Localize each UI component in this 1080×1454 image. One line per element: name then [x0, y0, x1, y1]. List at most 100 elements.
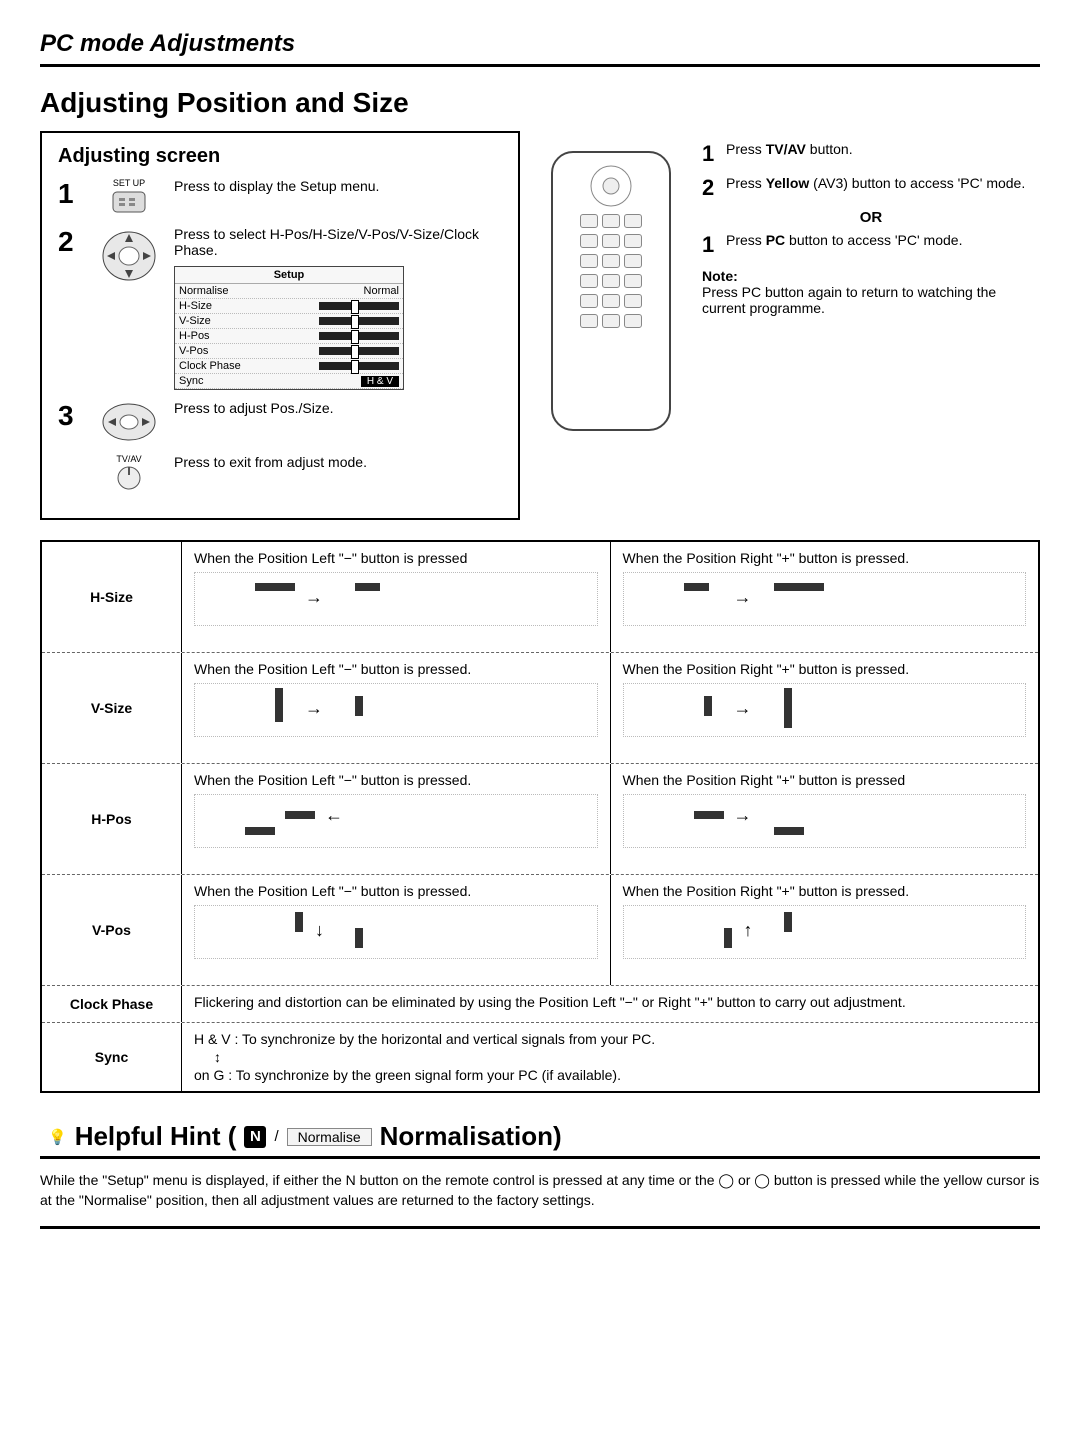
menu-row-vpos: V-Pos: [175, 344, 403, 359]
vpos-right-text: When the Position Right "+" button is pr…: [623, 883, 910, 899]
hpos-left-text: When the Position Left "−" button is pre…: [194, 772, 471, 788]
helpful-hint-bar: 💡 Helpful Hint ( N / Normalise Normalisa…: [40, 1117, 1040, 1159]
label-hpos: H-Pos: [42, 764, 182, 874]
dpad-icon-2: [94, 400, 164, 444]
step-exit-text: Press to exit from adjust mode.: [164, 454, 502, 470]
row-vsize: V-Size When the Position Left "−" button…: [42, 652, 1038, 763]
vpos-left-text: When the Position Left "−" button is pre…: [194, 883, 471, 899]
remote-row: [580, 234, 642, 248]
label-sync: Sync: [42, 1023, 182, 1091]
diagram-hpos-plus: →: [623, 794, 1027, 848]
row-sync: Sync H & V : To synchronize by the horiz…: [42, 1022, 1038, 1091]
or-label: OR: [702, 209, 1040, 226]
diagram-hsize-plus: →: [623, 572, 1027, 626]
menu-label: Sync: [179, 375, 203, 387]
row-vpos: V-Pos When the Position Left "−" button …: [42, 874, 1038, 985]
step-2-number: 2: [58, 226, 94, 258]
right-instructions: 1 Press TV/AV button. 2 Press Yellow (AV…: [702, 131, 1040, 520]
hsize-left: When the Position Left "−" button is pre…: [182, 542, 610, 652]
ri-3-num: 1: [702, 232, 726, 258]
ri-1-text: Press TV/AV button.: [726, 141, 853, 167]
sync-body: H & V : To synchronize by the horizontal…: [182, 1023, 1038, 1091]
step-1-text: Press to display the Setup menu.: [164, 178, 502, 194]
page-header: PC mode Adjustments: [40, 30, 1040, 67]
remote-body: [551, 151, 671, 431]
ri-2-bold: Yellow: [766, 175, 810, 191]
diagram-hpos-minus: ←: [194, 794, 598, 848]
slider-icon: [319, 332, 399, 340]
hpos-left: When the Position Left "−" button is pre…: [182, 764, 610, 874]
note-text: Press PC button again to return to watch…: [702, 284, 1040, 316]
adjustments-table: H-Size When the Position Left "−" button…: [40, 540, 1040, 1093]
diagram-hsize-minus: →: [194, 572, 598, 626]
row-hsize: H-Size When the Position Left "−" button…: [42, 542, 1038, 652]
step-exit: TV/AV Press to exit from adjust mode.: [58, 454, 502, 492]
hint-sub: Normalisation): [380, 1121, 562, 1152]
ri-2-num: 2: [702, 175, 726, 201]
ri-1-pre: Press: [726, 141, 766, 157]
step-2-text: Press to select H-Pos/H-Size/V-Pos/V-Siz…: [164, 226, 502, 390]
step-1-number: 1: [58, 178, 94, 210]
remote-row: [580, 274, 642, 288]
remote-row: [580, 254, 642, 268]
ri-2-post: (AV3) button to access 'PC' mode.: [809, 175, 1025, 191]
menu-label: Normalise: [179, 285, 229, 297]
sync-l2-pre: on G :: [194, 1067, 236, 1083]
vsize-right: When the Position Right "+" button is pr…: [610, 653, 1039, 763]
step-3-text: Press to adjust Pos./Size.: [164, 400, 502, 416]
menu-label: V-Size: [179, 315, 211, 327]
sync-l1: To synchronize by the horizontal and ver…: [242, 1031, 655, 1047]
step-1: 1 SET UP Press to display the Setup menu…: [58, 178, 502, 216]
slider-icon: [319, 347, 399, 355]
menu-value: Normal: [364, 285, 399, 297]
hint-slash: /: [274, 1128, 278, 1145]
tvav-button-icon: TV/AV: [94, 454, 164, 492]
ri-3-text: Press PC button to access 'PC' mode.: [726, 232, 962, 258]
note-label: Note:: [702, 268, 1040, 284]
label-vpos: V-Pos: [42, 875, 182, 985]
ri-3-post: button to access 'PC' mode.: [785, 232, 962, 248]
ri-2-pre: Press: [726, 175, 766, 191]
menu-label: H-Size: [179, 300, 212, 312]
setup-label: SET UP: [113, 178, 145, 188]
setup-menu: Setup Normalise Normal H-Size V-Size: [174, 266, 404, 390]
step-3: 3 Press to adjust Pos./Size.: [58, 400, 502, 444]
clockphase-text: Flickering and distortion can be elimina…: [182, 986, 1038, 1022]
ri-1-bold: TV/AV: [766, 141, 806, 157]
sync-line1: H & V : To synchronize by the horizontal…: [194, 1031, 1026, 1047]
vsize-right-text: When the Position Right "+" button is pr…: [623, 661, 910, 677]
slider-icon: [319, 302, 399, 310]
diagram-vsize-minus: →: [194, 683, 598, 737]
remote-row: [580, 294, 642, 308]
sync-line2: on G : To synchronize by the green signa…: [194, 1067, 1026, 1083]
vsize-left: When the Position Left "−" button is pre…: [182, 653, 610, 763]
hpos-right: When the Position Right "+" button is pr…: [610, 764, 1039, 874]
hpos-right-text: When the Position Right "+" button is pr…: [623, 772, 906, 788]
remote-row: [580, 214, 642, 228]
hint-text: While the "Setup" menu is displayed, if …: [40, 1171, 1040, 1210]
menu-label: H-Pos: [179, 330, 210, 342]
remote-illustration: [536, 131, 686, 520]
normalise-chip: Normalise: [287, 1128, 372, 1146]
ri-1-post: button.: [806, 141, 853, 157]
sync-l2: To synchronize by the green signal form …: [236, 1067, 621, 1083]
bottom-rule: [40, 1226, 1040, 1229]
label-vsize: V-Size: [42, 653, 182, 763]
vpos-left: When the Position Left "−" button is pre…: [182, 875, 610, 985]
hint-title: Helpful Hint (: [75, 1121, 237, 1152]
right-step-2: 2 Press Yellow (AV3) button to access 'P…: [702, 175, 1040, 201]
tvav-label: TV/AV: [116, 454, 141, 464]
top-panels: Adjusting screen 1 SET UP Press to displ…: [40, 131, 1040, 520]
hsize-right: When the Position Right "+" button is pr…: [610, 542, 1039, 652]
lightbulb-icon: 💡: [48, 1128, 67, 1146]
updown-icon: ↕: [214, 1049, 1026, 1065]
note-block: Note: Press PC button again to return to…: [702, 268, 1040, 316]
vpos-right: When the Position Right "+" button is pr…: [610, 875, 1039, 985]
n-icon: N: [244, 1126, 266, 1148]
step-2-desc: Press to select H-Pos/H-Size/V-Pos/V-Siz…: [174, 226, 479, 258]
vsize-left-text: When the Position Left "−" button is pre…: [194, 661, 471, 677]
hsize-right-text: When the Position Right "+" button is pr…: [623, 550, 910, 566]
remote-row: [580, 314, 642, 328]
row-clockphase: Clock Phase Flickering and distortion ca…: [42, 985, 1038, 1022]
slider-icon: [319, 317, 399, 325]
